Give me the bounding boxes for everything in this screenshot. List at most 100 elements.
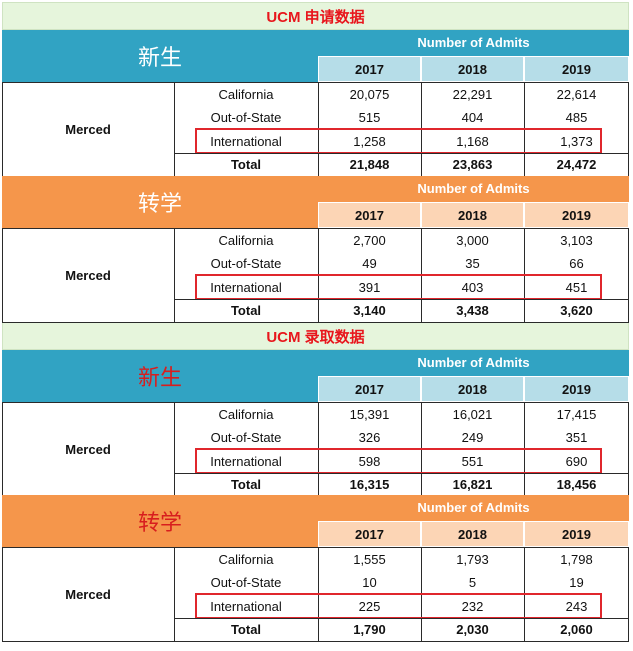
- application-freshman-year-2019: 2019: [524, 56, 629, 82]
- application-transfer-label: 转学: [137, 191, 182, 216]
- admission-transfer-cell: 19: [569, 575, 584, 590]
- application-section-title: UCM 申请数据: [2, 2, 629, 30]
- admission-transfer-cell: 1,555: [353, 552, 386, 567]
- application-transfer-international-highlight: [195, 274, 602, 300]
- application-freshman-year-2018: 2018: [421, 56, 524, 82]
- admission-transfer-row-label: Out-of-State: [210, 575, 282, 590]
- admission-transfer-cell: 1,790: [353, 622, 386, 637]
- application-transfer-cell: 403: [461, 279, 484, 295]
- application-freshman-metric-label: Number of Admits: [417, 34, 530, 50]
- admission-transfer-cell: 5: [468, 575, 477, 590]
- admission-transfer-cell: 1,798: [560, 552, 593, 567]
- application-transfer-cell: 3,140: [353, 303, 386, 318]
- admission-freshman-year-2017: 2017: [318, 376, 421, 402]
- admission-freshman-cell: 18,456: [556, 477, 597, 492]
- application-transfer-col-divider: [174, 228, 175, 323]
- admission-transfer-cell: 243: [565, 598, 588, 614]
- application-transfer-year-2018: 2018: [421, 202, 524, 228]
- admission-freshman-cell: 15,391: [349, 407, 390, 422]
- application-freshman-col-divider: [174, 82, 175, 177]
- admission-transfer-year-2018: 2018: [421, 521, 524, 547]
- admission-transfer-cell: 2,030: [456, 622, 489, 637]
- application-freshman-label: 新生: [137, 45, 182, 70]
- application-transfer-row-label: Out-of-State: [210, 256, 282, 271]
- admission-freshman-cell: 551: [461, 453, 484, 469]
- application-transfer-cell: 2,700: [353, 233, 386, 248]
- admission-freshman-row-label: Out-of-State: [210, 430, 282, 445]
- application-transfer-cell: 391: [358, 279, 381, 295]
- application-freshman-cell: 1,168: [456, 133, 489, 149]
- admission-freshman-cell: 17,415: [556, 407, 597, 422]
- application-freshman-cell: 1,258: [353, 133, 386, 149]
- application-freshman-international-highlight: [195, 128, 602, 154]
- admission-freshman-cell: 16,821: [452, 477, 493, 492]
- application-transfer-cell: 49: [362, 256, 377, 271]
- admission-transfer-year-2017: 2017: [318, 521, 421, 547]
- application-freshman-cell: 22,614: [556, 87, 597, 102]
- application-freshman-row-label: California: [218, 87, 274, 102]
- admission-freshman-row-label: International: [210, 453, 282, 469]
- application-transfer-school: Merced: [65, 268, 111, 283]
- admission-transfer-label: 转学: [137, 510, 182, 535]
- admission-transfer-cell: 1,793: [456, 552, 489, 567]
- admission-freshman-cell: 16,315: [349, 477, 390, 492]
- application-transfer-cell: 35: [465, 256, 480, 271]
- admission-freshman-metric-label: Number of Admits: [417, 354, 530, 370]
- application-transfer-row-label: International: [210, 279, 282, 295]
- admission-transfer-metric-label: Number of Admits: [417, 499, 530, 515]
- application-freshman-cell: 485: [565, 110, 588, 125]
- admission-section-title: UCM 录取数据: [2, 322, 629, 350]
- admission-freshman-year-2018: 2018: [421, 376, 524, 402]
- admission-freshman-row-label: California: [218, 407, 274, 422]
- admission-freshman-cell: 598: [358, 453, 381, 469]
- application-freshman-cell: 1,373: [560, 133, 593, 149]
- application-freshman-row-label: Out-of-State: [210, 110, 282, 125]
- admission-freshman-cell: 16,021: [452, 407, 493, 422]
- admission-transfer-school: Merced: [65, 587, 111, 602]
- application-freshman-cell: 22,291: [452, 87, 493, 102]
- application-freshman-cell: 515: [358, 110, 381, 125]
- admission-transfer-row-label: California: [218, 552, 274, 567]
- application-freshman-cell: 404: [461, 110, 484, 125]
- admission-freshman-row-label: Total: [230, 477, 262, 492]
- application-freshman-school: Merced: [65, 122, 111, 137]
- admission-transfer-col-divider: [174, 547, 175, 642]
- application-transfer-cell: 3,438: [456, 303, 489, 318]
- application-transfer-total-divider: [174, 299, 629, 300]
- admission-freshman-school: Merced: [65, 442, 111, 457]
- admission-freshman-total-divider: [174, 473, 629, 474]
- application-freshman-cell: 23,863: [452, 157, 493, 172]
- application-freshman-row-label: Total: [230, 157, 262, 172]
- application-freshman-year-2017: 2017: [318, 56, 421, 82]
- application-transfer-cell: 3,103: [560, 233, 593, 248]
- admission-transfer-row-label: International: [210, 598, 282, 614]
- admission-transfer-cell: 10: [362, 575, 377, 590]
- application-freshman-cell: 20,075: [349, 87, 390, 102]
- admission-freshman-international-highlight: [195, 448, 602, 474]
- admission-transfer-total-divider: [174, 618, 629, 619]
- application-transfer-year-2017: 2017: [318, 202, 421, 228]
- admission-transfer-row-label: Total: [230, 622, 262, 637]
- application-freshman-cell: 21,848: [349, 157, 390, 172]
- application-freshman-total-divider: [174, 153, 629, 154]
- admission-freshman-cell: 326: [358, 430, 381, 445]
- admission-freshman-year-2019: 2019: [524, 376, 629, 402]
- admission-freshman-col-divider: [174, 402, 175, 497]
- admission-transfer-cell: 2,060: [560, 622, 593, 637]
- admission-transfer-year-2019: 2019: [524, 521, 629, 547]
- admission-transfer-cell: 232: [461, 598, 484, 614]
- application-freshman-row-label: International: [210, 133, 282, 149]
- admission-freshman-cell: 690: [565, 453, 588, 469]
- admissions-sheet: UCM 申请数据 UCM 录取数据 新生 Number of Admits 2017…: [2, 2, 629, 645]
- application-transfer-year-2019: 2019: [524, 202, 629, 228]
- application-transfer-cell: 3,620: [560, 303, 593, 318]
- application-transfer-cell: 3,000: [456, 233, 489, 248]
- application-transfer-cell: 451: [565, 279, 588, 295]
- application-transfer-row-label: California: [218, 233, 274, 248]
- admission-transfer-cell: 225: [358, 598, 381, 614]
- application-transfer-metric-label: Number of Admits: [417, 180, 530, 196]
- admission-freshman-cell: 351: [565, 430, 588, 445]
- admission-transfer-international-highlight: [195, 593, 602, 619]
- admission-freshman-cell: 249: [461, 430, 484, 445]
- application-transfer-row-label: Total: [230, 303, 262, 318]
